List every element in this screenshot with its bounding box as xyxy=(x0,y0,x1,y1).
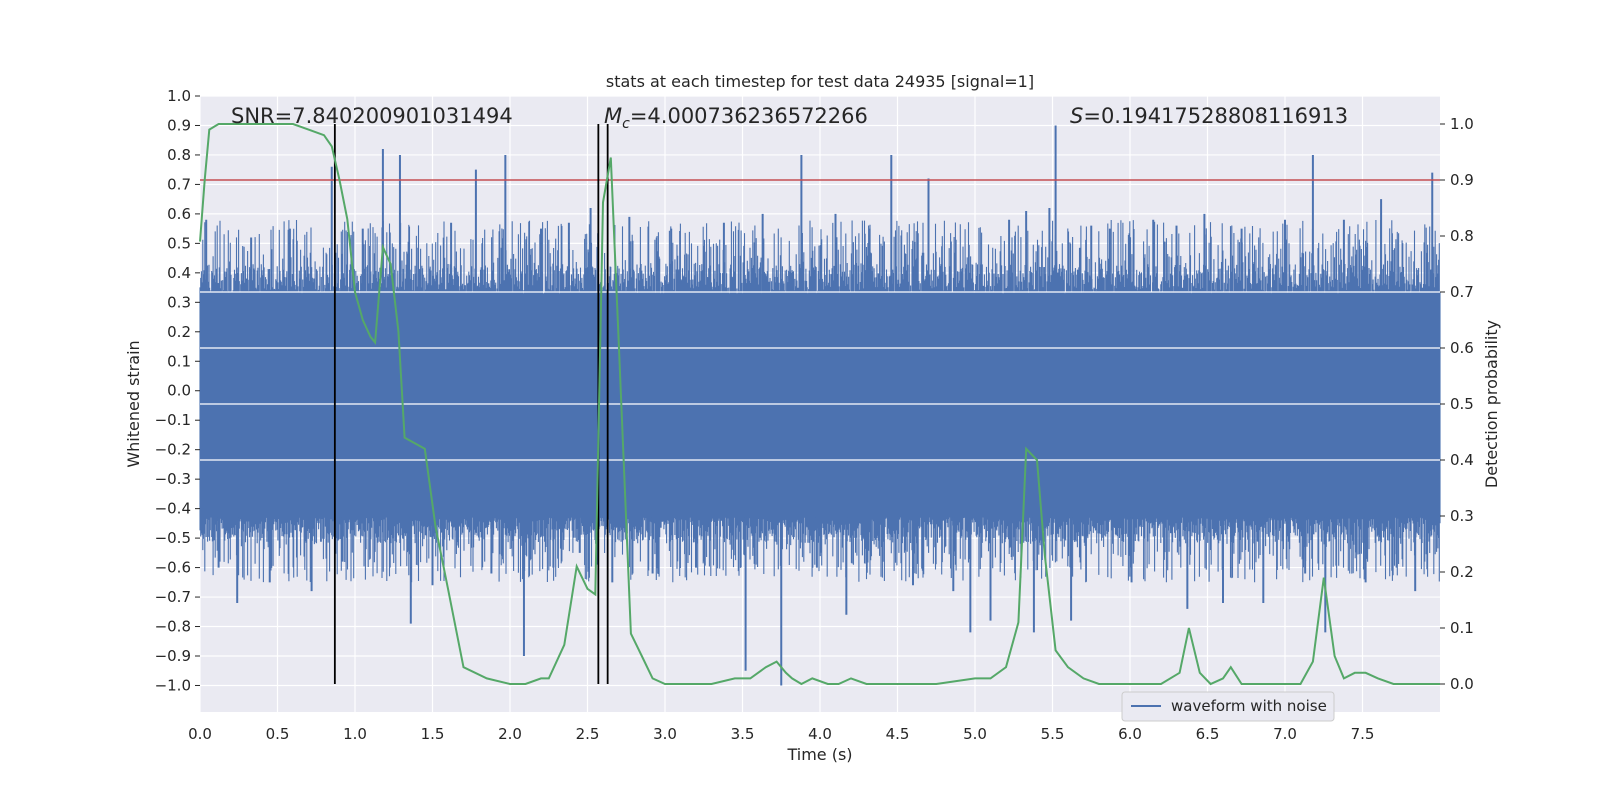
y-tick-label: 0.8 xyxy=(167,146,191,164)
y-tick-label: −0.1 xyxy=(155,411,191,429)
x-tick-label: 2.5 xyxy=(576,725,600,743)
y-tick-label: −0.3 xyxy=(155,470,191,488)
x-tick-label: 4.0 xyxy=(808,725,832,743)
s-symbol: S xyxy=(1070,104,1083,128)
y-tick-label: 0.0 xyxy=(167,382,191,400)
y-tick-label: −0.5 xyxy=(155,529,191,547)
y-tick-label: 0.3 xyxy=(167,293,191,311)
snr-annotation: SNR=7.840200901031494 xyxy=(231,104,513,128)
x-tick-label: 5.5 xyxy=(1041,725,1065,743)
y2-tick-label: 0.4 xyxy=(1450,451,1474,469)
y2-tick-label: 0.9 xyxy=(1450,171,1474,189)
legend: waveform with noise xyxy=(1121,691,1335,722)
y-tick-label: 0.7 xyxy=(167,175,191,193)
s-value: =0.19417528808116913 xyxy=(1083,104,1348,128)
y-tick-label: 0.4 xyxy=(167,264,191,282)
y2-tick-label: 0.3 xyxy=(1450,507,1474,525)
chirp-mass-symbol: M xyxy=(604,104,622,128)
legend-box xyxy=(1121,691,1335,722)
axis-ticks: 0.0 0.5 1.0 1.5 2.0 2.5 3.0 3.5 4.0 4.5 5.0 5.5 6.0 6… xyxy=(155,87,1474,743)
probability-line xyxy=(199,123,1440,686)
legend-label: waveform with noise xyxy=(1171,697,1327,715)
overlay-lines xyxy=(199,123,1440,686)
x-tick-label: 0.5 xyxy=(266,725,290,743)
y-axis-label: Whitened strain xyxy=(124,340,143,467)
chirp-mass-value: =4.000736236572266 xyxy=(630,104,868,128)
y-tick-label: −0.8 xyxy=(155,618,191,636)
x-tick-label: 1.0 xyxy=(343,725,367,743)
y2-tick-label: 0.5 xyxy=(1450,395,1474,413)
x-tick-label: 0.0 xyxy=(188,725,212,743)
y-tick-label: 0.5 xyxy=(167,234,191,252)
y-tick-label: −0.9 xyxy=(155,647,191,665)
chirp-mass-subscript: c xyxy=(622,116,630,132)
x-tick-label: 7.0 xyxy=(1273,725,1297,743)
x-tick-label: 7.5 xyxy=(1351,725,1375,743)
x-tick-label: 6.5 xyxy=(1196,725,1220,743)
y-tick-label: 0.6 xyxy=(167,205,191,223)
x-tick-label: 4.5 xyxy=(886,725,910,743)
y-tick-label: 0.9 xyxy=(167,116,191,134)
y-tick-label: 1.0 xyxy=(167,87,191,105)
y-tick-label: 0.1 xyxy=(167,352,191,370)
y2-tick-label: 0.7 xyxy=(1450,283,1474,301)
y2-tick-label: 0.6 xyxy=(1450,339,1474,357)
y2-tick-label: 0.0 xyxy=(1450,675,1474,693)
y2-axis-label: Detection probability xyxy=(1482,320,1501,488)
y-tick-label: 0.2 xyxy=(167,323,191,341)
s-annotation: S=0.19417528808116913 xyxy=(1070,104,1348,128)
x-tick-label: 6.0 xyxy=(1118,725,1142,743)
x-tick-label: 1.5 xyxy=(421,725,445,743)
y2-tick-label: 0.2 xyxy=(1450,563,1474,581)
x-tick-label: 5.0 xyxy=(963,725,987,743)
y-tick-label: −0.7 xyxy=(155,588,191,606)
x-tick-label: 3.5 xyxy=(731,725,755,743)
y-tick-label: −1.0 xyxy=(155,676,191,694)
y-tick-label: −0.4 xyxy=(155,500,191,518)
y-tick-label: −0.6 xyxy=(155,559,191,577)
chirp-mass-annotation: Mc=4.000736236572266 xyxy=(604,104,868,132)
waveform-core xyxy=(200,293,1440,518)
x-axis-label: Time (s) xyxy=(786,745,852,764)
chart-title: stats at each timestep for test data 249… xyxy=(606,72,1034,91)
y2-tick-label: 0.1 xyxy=(1450,619,1474,637)
y-tick-label: −0.2 xyxy=(155,441,191,459)
y2-tick-label: 0.8 xyxy=(1450,227,1474,245)
x-tick-label: 2.0 xyxy=(498,725,522,743)
y2-tick-label: 1.0 xyxy=(1450,115,1474,133)
waveform-series xyxy=(199,125,1441,686)
x-tick-label: 3.0 xyxy=(653,725,677,743)
